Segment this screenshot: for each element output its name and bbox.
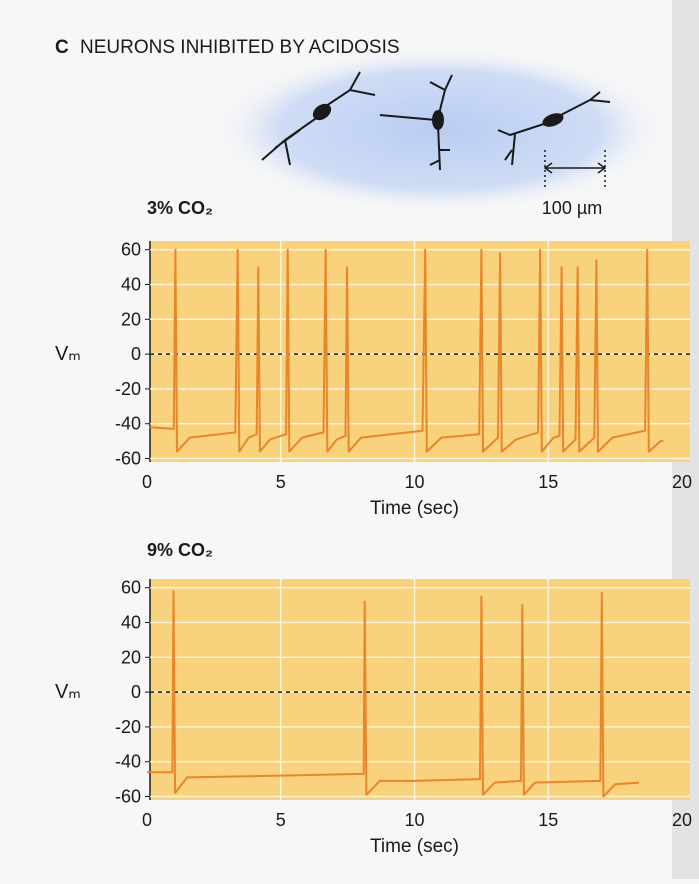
y-tick-label: -40 — [115, 752, 141, 772]
x-axis-label: Time (sec) — [370, 498, 459, 519]
y-tick-label: 60 — [121, 240, 141, 260]
x-tick-label: 5 — [276, 810, 286, 830]
glow — [210, 45, 670, 215]
scale-label: 100 µm — [542, 198, 602, 218]
x-tick-label: 5 — [276, 472, 286, 492]
x-tick-label: 10 — [404, 810, 424, 830]
chart-title: 9% CO₂ — [147, 540, 213, 560]
plot-area — [150, 579, 690, 800]
y-tick-label: 40 — [121, 275, 141, 295]
panel-label: C — [55, 37, 69, 58]
x-axis-label: Time (sec) — [370, 836, 459, 857]
y-axis-label: Vₘ — [55, 343, 81, 365]
y-axis-label: Vₘ — [55, 681, 81, 703]
plot-area — [150, 241, 690, 462]
y-tick-label: 0 — [131, 344, 141, 364]
x-tick-label: 0 — [142, 472, 152, 492]
page: C NEURONS INHIBITED BY ACIDOSIS 100 µm -… — [0, 0, 699, 879]
x-tick-label: 10 — [404, 472, 424, 492]
y-tick-label: -40 — [115, 414, 141, 434]
chart-title: 3% CO₂ — [147, 198, 213, 218]
x-tick-label: 15 — [538, 472, 558, 492]
x-tick-label: 0 — [142, 810, 152, 830]
y-tick-label: 60 — [121, 578, 141, 598]
x-tick-label: 15 — [538, 810, 558, 830]
x-tick-label: 20 — [672, 810, 692, 830]
y-tick-label: 0 — [131, 682, 141, 702]
y-tick-label: -60 — [115, 449, 141, 469]
y-tick-label: -60 — [115, 787, 141, 807]
y-tick-label: 20 — [121, 647, 141, 667]
y-tick-label: -20 — [115, 717, 141, 737]
x-tick-label: 20 — [672, 472, 692, 492]
figure: C NEURONS INHIBITED BY ACIDOSIS 100 µm -… — [0, 0, 699, 879]
y-tick-label: 20 — [121, 309, 141, 329]
figure-title: NEURONS INHIBITED BY ACIDOSIS — [80, 37, 400, 58]
y-tick-label: 40 — [121, 613, 141, 633]
y-tick-label: -20 — [115, 379, 141, 399]
